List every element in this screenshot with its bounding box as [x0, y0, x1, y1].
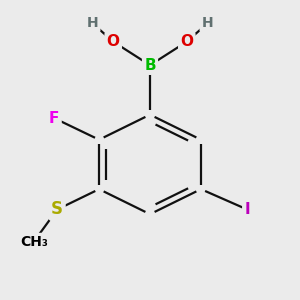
Text: F: F — [49, 111, 59, 126]
Text: O: O — [180, 34, 193, 49]
Text: B: B — [144, 58, 156, 73]
Text: H: H — [87, 16, 98, 30]
Text: I: I — [244, 202, 250, 217]
Text: H: H — [202, 16, 213, 30]
Text: CH₃: CH₃ — [20, 235, 48, 249]
Text: O: O — [107, 34, 120, 49]
Text: S: S — [51, 200, 63, 218]
